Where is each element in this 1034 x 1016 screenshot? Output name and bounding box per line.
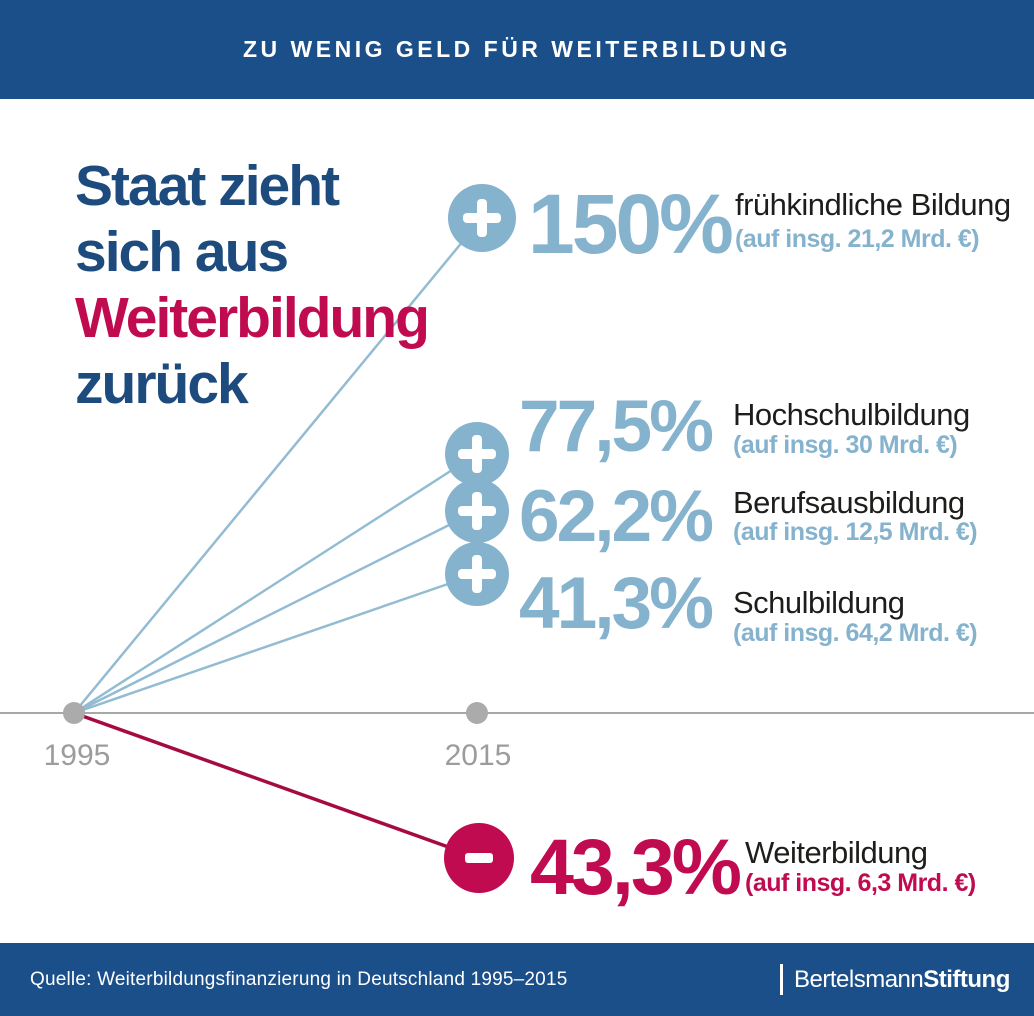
percent-value: 41,3% [519, 563, 714, 644]
brand-name-bold: Stiftung [923, 965, 1010, 993]
plus-badge-hochschule [445, 422, 509, 486]
headline-line-2: sich aus [75, 220, 289, 284]
plus-icon [458, 555, 496, 593]
percent-value: 77,5% [519, 386, 714, 467]
brand-separator-bar [780, 964, 783, 995]
year-dot-2015 [466, 702, 488, 724]
plus-badge-berufsausbildung [445, 479, 509, 543]
header-title: ZU WENIG GELD FÜR WEITERBILDUNG [242, 36, 792, 62]
slope-line-schulbildung [73, 572, 478, 715]
percent-value-negative: 43,3% [530, 822, 742, 911]
headline-line-3: Weiterbildung [75, 286, 430, 350]
brand-logo: BertelsmannStiftung [780, 943, 1010, 1016]
header-bar: ZU WENIG GELD FÜR WEITERBILDUNG [0, 0, 1034, 99]
category-label: Schulbildung [733, 585, 905, 620]
category-label: Berufsausbildung [733, 485, 965, 520]
headline-line-4: zurück [75, 352, 249, 416]
total-detail-negative: (auf insg. 6,3 Mrd. €) [745, 869, 976, 897]
brand-name-regular: Bertelsmann [794, 965, 924, 993]
category-label: frühkindliche Bildung [735, 187, 1011, 222]
percent-value: 150% [528, 177, 734, 271]
headline: Staat zieht sich aus Weiterbildung zurüc… [75, 153, 430, 417]
plus-icon [463, 199, 501, 237]
percent-value: 62,2% [519, 476, 714, 557]
slope-line-berufsausbildung [73, 509, 478, 715]
total-detail: (auf insg. 64,2 Mrd. €) [733, 619, 978, 647]
plus-badge-fruehkindliche [448, 184, 516, 252]
plus-badge-schulbildung [445, 542, 509, 606]
total-detail: (auf insg. 12,5 Mrd. €) [733, 518, 978, 546]
source-text: Quelle: Weiterbildungsfinanzierung in De… [30, 968, 568, 990]
category-label: Hochschulbildung [733, 397, 970, 432]
minus-icon [465, 853, 493, 863]
total-detail: (auf insg. 21,2 Mrd. €) [735, 225, 980, 253]
category-label: Weiterbildung [745, 835, 928, 870]
slope-line-fruehkindliche [73, 217, 483, 714]
plus-icon [458, 492, 496, 530]
minus-badge-weiterbildung [444, 823, 514, 893]
slope-line-hochschule [73, 452, 478, 715]
year-label-end: 2015 [444, 739, 512, 772]
plus-icon [458, 435, 496, 473]
year-label-start: 1995 [43, 739, 111, 772]
year-dot-1995 [63, 702, 85, 724]
footer-bar: Quelle: Weiterbildungsfinanzierung in De… [0, 943, 1034, 1016]
headline-line-1: Staat zieht [75, 154, 340, 218]
total-detail: (auf insg. 30 Mrd. €) [733, 431, 958, 459]
slope-line-weiterbildung [73, 711, 480, 860]
